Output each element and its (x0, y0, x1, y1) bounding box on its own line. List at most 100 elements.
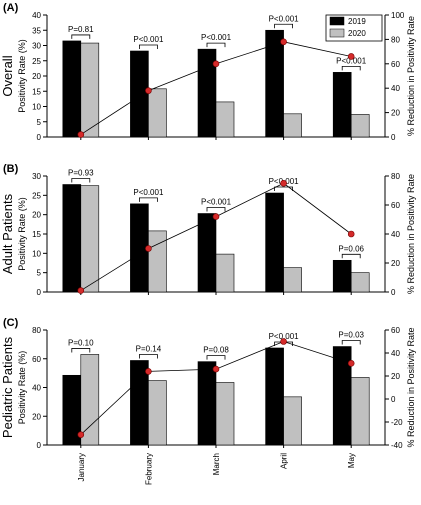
panel-1-ytick-right-label: 40 (391, 84, 400, 93)
panel-2-ytick-right-label: 80 (391, 172, 400, 181)
panel-2-bar-2019-january (62, 184, 82, 293)
panel-1-reduction-point-february (145, 87, 152, 94)
panel-2-ytick-left-label: 5 (37, 269, 42, 278)
panel-2-bar-2020-may (350, 272, 370, 293)
panel-1-bracket-march (206, 42, 226, 48)
panel-1-label: (A) (3, 2, 19, 14)
xtick-label-april: April (280, 453, 289, 469)
panel-3-ylabel-right: % Reduction in Positivity Rate (406, 327, 416, 447)
panel-1-bracket-january (71, 34, 91, 39)
panel-2-bar-2020-february (148, 230, 167, 293)
xtick-label-january: January (77, 453, 86, 481)
panel-3-ytick-left-label: 0 (37, 441, 42, 450)
panel-1-ytick-left-label: 20 (32, 72, 41, 81)
panel-1-side-title: Overall (0, 55, 15, 96)
panel-2-ylabel-right: % Reduction in Positivity Rate (406, 174, 416, 294)
panel-3-bar-2019-may (332, 346, 352, 446)
panel-1-bar-2020-february (148, 88, 167, 138)
panel-1-bar-2020-march (215, 101, 235, 138)
panel-1-ytick-left-label: 5 (37, 118, 42, 127)
panel-1-ytick-right-label: 80 (391, 35, 400, 44)
panel-2-bracket-may (341, 253, 361, 259)
panel-3-ytick-left-label: 40 (32, 384, 41, 393)
panel-1-ytick-left-label: 0 (37, 133, 42, 142)
panel-1-bar-2020-april (283, 113, 302, 138)
panel-1-ytick-left-label: 30 (32, 42, 41, 51)
panel-1-ylabel-left: Positivity Rate (%) (17, 39, 27, 113)
panel-3-bracket-january (71, 348, 91, 353)
panel-3-bracket-february (139, 354, 158, 359)
panel-2-reduction-point-may (347, 230, 355, 238)
panel-2-pvalue-may: P=0.06 (338, 244, 364, 253)
panel-2-bar-2020-april (283, 267, 302, 293)
panel-2-bar-2019-may (332, 259, 352, 293)
panel-2-bracket-april (274, 186, 293, 192)
panel-1-bracket-april (274, 23, 293, 29)
panel-1-pvalue-march: P<0.001 (201, 33, 232, 42)
panel-3-reduction-point-may (347, 360, 355, 367)
panel-3-ylabel-left: Positivity Rate (%) (17, 351, 27, 425)
panel-2-bracket-january (71, 178, 91, 183)
panel-1-ytick-right-label: 0 (391, 133, 396, 142)
panel-1-ylabel-right: % Reduction in Positivity Rate (406, 16, 416, 136)
panel-2-side-title: Adult Patients (0, 193, 15, 274)
panel-1-bar-2019-april (265, 29, 284, 138)
panel-1-legend-label-2019: 2019 (348, 17, 366, 26)
panel-1-reduction-point-april (280, 38, 287, 46)
panel-3-pvalue-march: P=0.08 (203, 346, 229, 355)
panel-3-bar-2020-april (283, 396, 302, 446)
panel-2-pvalue-february: P<0.001 (133, 188, 164, 197)
panel-3-bar-2020-march (215, 382, 235, 446)
panel-2-ytick-right-label: 40 (391, 230, 400, 239)
panel-1-ytick-left-label: 15 (32, 87, 41, 96)
panel-1-bar-2019-february (130, 50, 149, 138)
panel-2-reduction-point-january (77, 287, 85, 294)
panel-2-bar-2019-march (197, 213, 217, 293)
panel-1-ytick-right-label: 60 (391, 60, 400, 69)
panel-1-bar-2019-january (62, 40, 82, 138)
panel-3-pvalue-january: P=0.10 (68, 338, 94, 347)
panel-3-ytick-left-label: 20 (32, 412, 41, 421)
panel-3-reduction-point-february (145, 368, 152, 375)
panel-2-bar-2020-march (215, 253, 235, 293)
panel-2-bar-2019-april (265, 192, 284, 293)
panel-2-reduction-point-april (280, 179, 287, 187)
panel-1-pvalue-april: P<0.001 (269, 14, 300, 23)
panel-2-ytick-left-label: 10 (32, 249, 41, 258)
panel-1-bar-2019-may (332, 72, 352, 138)
xtick-label-february: February (144, 453, 153, 485)
panel-2-ytick-left-label: 30 (32, 172, 41, 181)
panel-3-reduction-point-march (212, 365, 220, 373)
panel-3-ytick-right-label: -20 (391, 418, 403, 427)
panel-2-ytick-left-label: 25 (32, 191, 41, 200)
panel-3-bracket-may (341, 340, 361, 345)
panel-3-side-title: Pediatric Patients (0, 336, 15, 438)
panel-3-ytick-left-label: 60 (32, 355, 41, 364)
panel-3-ytick-left-label: 80 (32, 326, 41, 335)
panel-1-ytick-left-label: 10 (32, 103, 41, 112)
panel-3-label: (C) (3, 317, 19, 329)
panel-3-ytick-right-label: 0 (391, 395, 396, 404)
panel-2-pvalue-january: P=0.93 (68, 169, 94, 178)
xtick-label-march: March (212, 453, 221, 475)
panel-1-bracket-february (139, 44, 158, 49)
panel-3-bracket-march (206, 355, 226, 360)
panel-2-ylabel-left: Positivity Rate (%) (17, 197, 27, 271)
panel-3-pvalue-february: P=0.14 (136, 344, 162, 353)
panel-1-pvalue-february: P<0.001 (133, 35, 164, 44)
panel-1-bar-2019-march (197, 48, 217, 138)
panel-2-bracket-march (206, 207, 226, 212)
xtick-label-may: May (347, 453, 356, 468)
panel-2-ytick-right-label: 0 (391, 288, 396, 297)
panel-1-ytick-left-label: 25 (32, 57, 41, 66)
panel-3-bar-2020-january (80, 354, 100, 446)
panel-1-ytick-left-label: 40 (32, 11, 41, 20)
panel-3-ytick-right-label: 60 (391, 326, 400, 335)
panel-3-pvalue-april: P<0.001 (269, 332, 300, 341)
panel-2-ytick-right-label: 20 (391, 259, 400, 268)
panel-3-ytick-right-label: 20 (391, 372, 400, 381)
panel-1-reduction-point-january (77, 131, 85, 138)
panel-2-reduction-point-february (145, 245, 152, 252)
